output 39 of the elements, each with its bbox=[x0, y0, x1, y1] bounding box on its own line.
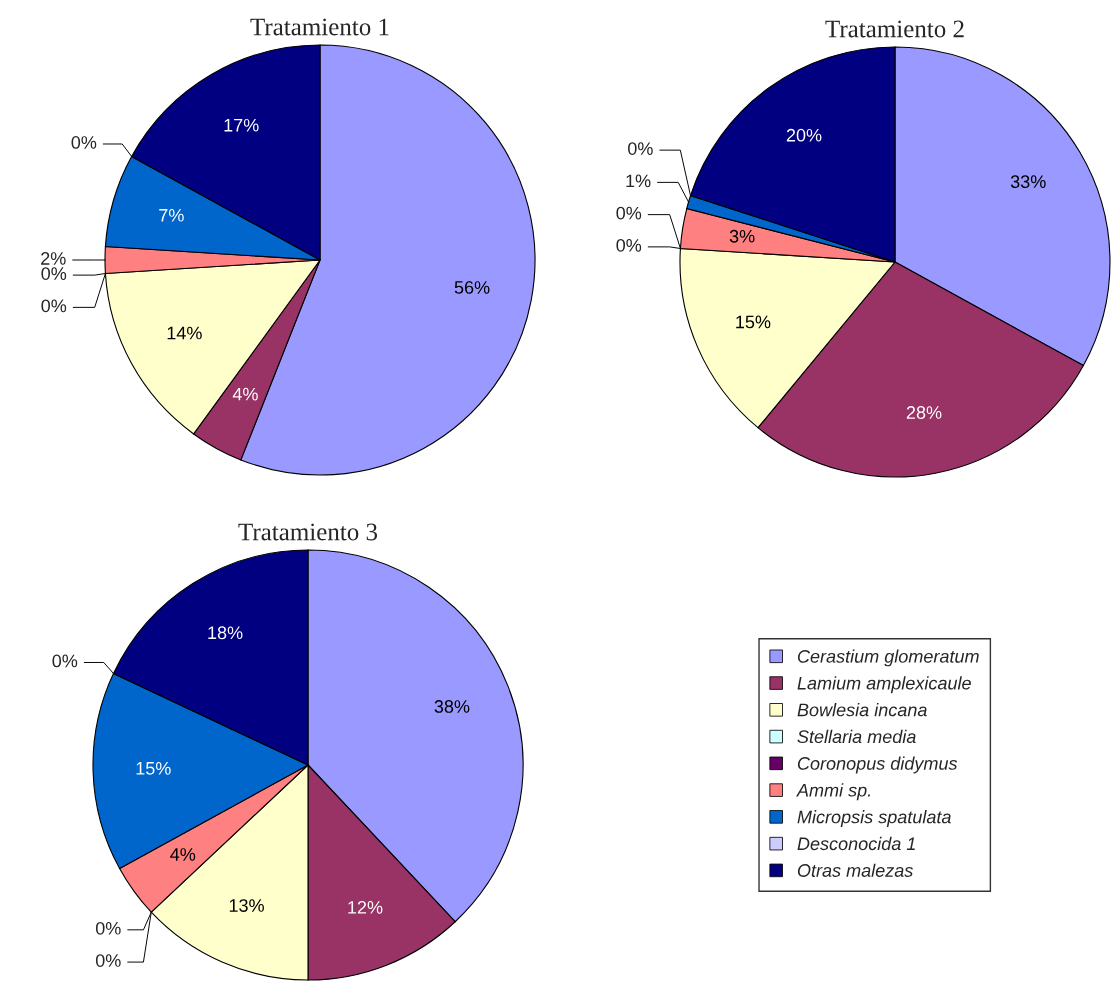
text: 0% bbox=[628, 142, 653, 155]
data-label: 17% bbox=[224, 118, 259, 132]
legend-label: Cerastium glomeratum bbox=[797, 649, 979, 667]
chart-title: Tratamiento 1 bbox=[250, 18, 389, 36]
text: 0% bbox=[41, 267, 67, 280]
text: 0% bbox=[616, 206, 642, 220]
data-label: 18% bbox=[208, 626, 243, 640]
legend-label: Ammi sp. bbox=[796, 783, 870, 801]
legend-label: Micropsis spatulata bbox=[797, 810, 951, 827]
data-label: 20% bbox=[786, 128, 822, 142]
legend-label: Desconocida 1 bbox=[797, 836, 915, 851]
data-label: 15% bbox=[736, 315, 771, 329]
data-label: 4% bbox=[170, 848, 196, 861]
text: 0% bbox=[95, 921, 121, 935]
data-label: 2% bbox=[41, 252, 66, 265]
legend-label: Lamium amplexicaule bbox=[797, 676, 971, 694]
data-label: 7% bbox=[159, 208, 184, 222]
data-label: 33% bbox=[1010, 175, 1046, 189]
text: 0% bbox=[52, 654, 78, 668]
data-label: 3% bbox=[729, 229, 755, 243]
text: 0% bbox=[41, 299, 67, 313]
legend-label: Bowlesia incana bbox=[797, 703, 927, 717]
legend-label: Stellaria media bbox=[797, 729, 916, 744]
text: 0% bbox=[71, 136, 97, 149]
data-label: 14% bbox=[167, 326, 202, 340]
legend-label: Otras malezas bbox=[797, 863, 913, 877]
data-label: 4% bbox=[232, 387, 258, 401]
data-label: 38% bbox=[434, 700, 470, 713]
data-label: 15% bbox=[136, 762, 171, 775]
data-label: 1% bbox=[626, 174, 651, 188]
data-label: 12% bbox=[348, 900, 383, 914]
text: 0% bbox=[616, 238, 642, 252]
data-label: 28% bbox=[906, 406, 942, 419]
data-label: 13% bbox=[229, 899, 264, 912]
chart-title: Tratamiento 3 bbox=[238, 523, 378, 541]
chart-title: Tratamiento 2 bbox=[825, 20, 964, 38]
legend-label: Coronopus didymus bbox=[797, 756, 958, 774]
data-label: 56% bbox=[454, 281, 490, 294]
text: 0% bbox=[95, 954, 121, 967]
